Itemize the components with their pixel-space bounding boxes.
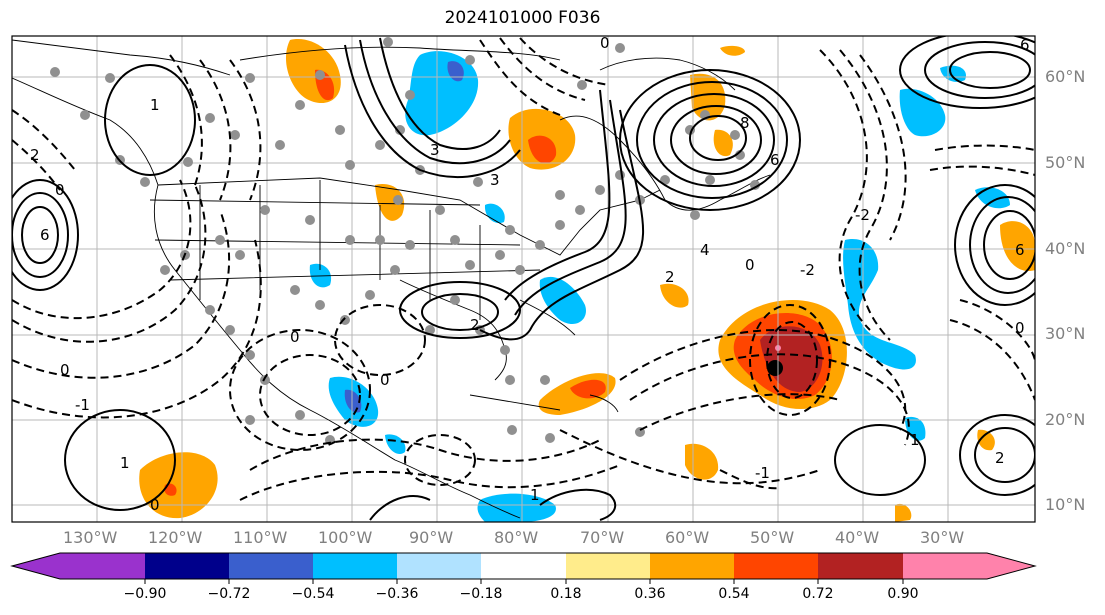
contour-label: 0 (290, 328, 300, 346)
lat-label: 50°N (1045, 153, 1086, 172)
contour-label: 0 (745, 256, 755, 274)
contour-label: 0 (60, 361, 70, 379)
contour-label: 3 (430, 141, 440, 159)
colorbar-tick-label: −0.18 (459, 586, 503, 602)
station-dots (50, 37, 760, 445)
colorbar-segment (987, 553, 1035, 579)
colorbar-tick-label: 0.18 (550, 586, 582, 602)
contour-label: 2 (995, 449, 1005, 467)
colorbar-tick-label: 0.54 (718, 586, 750, 602)
contour-label: 1 (150, 96, 160, 114)
contour-label: 0 (150, 496, 160, 514)
colorbar-segment (397, 553, 481, 579)
solid-contours (12, 36, 1035, 521)
colorbar-segment (60, 553, 145, 579)
contour-label: 6 (1020, 36, 1030, 54)
map-frame (11, 35, 1036, 523)
lat-label: 30°N (1045, 324, 1086, 343)
colorbar-tick-label: 0.72 (802, 586, 834, 602)
lon-label: 40°W (835, 528, 880, 547)
contour-label: 2 (470, 316, 480, 334)
contour-label: 2 (30, 146, 40, 164)
contour-label: 6 (770, 151, 780, 169)
contour-label: 0 (1015, 319, 1025, 337)
colorbar-tick-label: 0.90 (887, 586, 919, 602)
lon-label: 90°W (409, 528, 454, 547)
graticule (12, 36, 1035, 522)
colorbar-tick-label: −0.90 (123, 586, 167, 602)
contour-label: 0 (380, 371, 390, 389)
lon-label: 130°W (63, 528, 118, 547)
contour-label: -1 (75, 396, 90, 414)
contour-label: 0 (600, 34, 610, 52)
contour-label: -2 (855, 206, 870, 224)
colorbar-tick-label: −0.54 (291, 586, 335, 602)
colorbar-segment (566, 553, 650, 579)
colorbar-segment (734, 553, 818, 579)
contour-label: 0 (55, 181, 65, 199)
contour-label: 1 (120, 454, 130, 472)
lat-label: 60°N (1045, 67, 1086, 86)
lon-label: 110°W (233, 528, 288, 547)
lat-label: 20°N (1045, 410, 1086, 429)
colorbar-segment (903, 553, 987, 579)
contour-label: 2 (665, 268, 675, 286)
contour-label: 4 (700, 241, 710, 259)
colorbar-segment (818, 553, 903, 579)
colorbar (10, 552, 1037, 584)
contour-label: 6 (1015, 241, 1025, 259)
colorbar-segment (145, 553, 229, 579)
colorbar-tick-label: −0.36 (375, 586, 419, 602)
colorbar-segment (313, 553, 397, 579)
contour-label: -2 (800, 261, 815, 279)
lon-label: 120°W (148, 528, 203, 547)
dashed-contours (12, 37, 1035, 501)
lon-label: 50°W (750, 528, 795, 547)
colorbar-segment (481, 553, 566, 579)
contour-label: 3 (490, 171, 500, 189)
contour-label: -1 (755, 464, 770, 482)
lat-label: 10°N (1045, 495, 1086, 514)
lon-label: 80°W (494, 528, 539, 547)
contour-label: 8 (740, 114, 750, 132)
map-title: 2024101000 F036 (444, 8, 601, 28)
colorbar-segment (12, 553, 60, 579)
colorbar-tick-label: −0.72 (207, 586, 251, 602)
lon-label: 30°W (920, 528, 965, 547)
lat-label: 40°N (1045, 239, 1086, 258)
contour-labels: 8 6 4 2 0 -2 6 2 0 6 6 0 3 3 2 0 0 1 0 -… (30, 34, 1030, 514)
contour-label: 1 (530, 486, 540, 504)
lon-label: 60°W (665, 528, 710, 547)
contour-label: 6 (40, 226, 50, 244)
colorbar-tick-label: 0.36 (634, 586, 666, 602)
contour-label: 1 (910, 431, 920, 449)
lon-label: 70°W (580, 528, 625, 547)
colorbar-segment (650, 553, 734, 579)
lon-label: 100°W (318, 528, 373, 547)
colorbar-segment (229, 553, 313, 579)
